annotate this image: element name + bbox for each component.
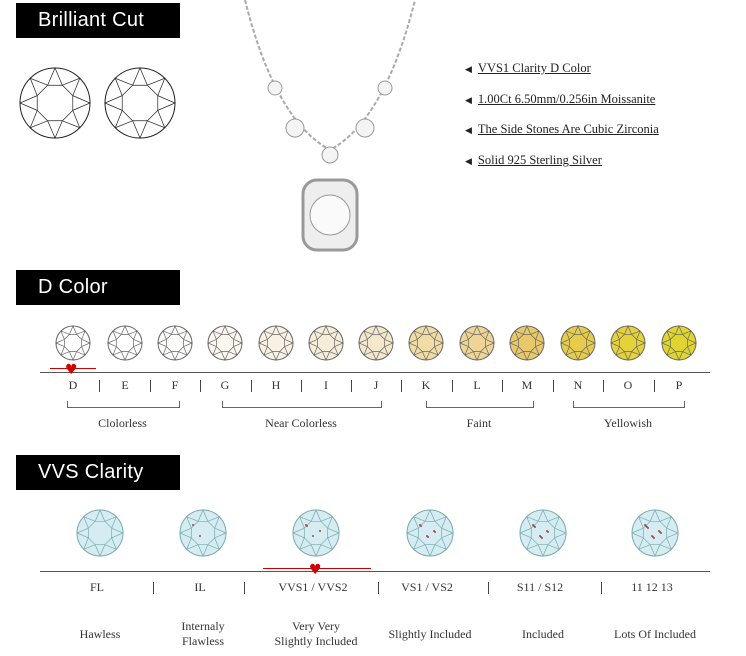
feature-text: Solid 925 Sterling Silver	[477, 153, 602, 167]
separator	[488, 582, 489, 594]
color-group-label: Faint	[466, 416, 492, 430]
color-grade-F: F	[171, 378, 179, 392]
clarity-stone	[179, 509, 227, 557]
separator	[653, 380, 655, 392]
color-grade-G: G	[220, 378, 230, 392]
selected-heart-icon: ♥	[65, 362, 78, 378]
feature-text: 1.00Ct 6.50mm/0.256in Moissanite	[477, 92, 656, 106]
color-stone-P	[661, 325, 697, 361]
feature-item: ◀ The Side Stones Are Cubic Zirconia	[465, 122, 659, 137]
feature-text: VVS1 Clarity D Color	[477, 61, 591, 75]
color-grade-J: J	[373, 378, 379, 392]
selected-marker-line	[50, 368, 96, 369]
separator	[244, 582, 245, 594]
separator	[150, 380, 151, 392]
separator	[502, 380, 503, 392]
color-grade-H: H	[271, 378, 281, 392]
color-stone-M	[509, 325, 545, 361]
diamond-top-view-icon	[19, 67, 91, 139]
diamond-bottom-view-icon	[104, 67, 176, 139]
group-bracket	[573, 401, 685, 408]
color-stone-L	[459, 325, 495, 361]
group-bracket	[67, 401, 180, 408]
left-triangle-icon: ◀	[465, 95, 472, 105]
color-stone-K	[408, 325, 444, 361]
color-scale-line	[40, 372, 710, 373]
brilliant-cut-diagrams	[19, 67, 176, 139]
clarity-grade: IL	[194, 580, 206, 594]
separator	[603, 380, 604, 392]
color-stone-F	[157, 325, 193, 361]
separator	[351, 380, 352, 392]
color-stone-H	[258, 325, 294, 361]
clarity-description: Internaly	[181, 619, 225, 633]
group-bracket	[222, 401, 382, 408]
color-stone-D	[55, 325, 91, 361]
clarity-grade: VVS1 / VVS2	[278, 580, 348, 594]
clarity-description: Flawless	[182, 634, 224, 648]
left-triangle-icon: ◀	[465, 64, 472, 74]
separator	[301, 380, 302, 392]
brilliant-cut-banner: Brilliant Cut	[16, 3, 180, 38]
clarity-grade: FL	[89, 580, 105, 594]
clarity-stone	[631, 509, 679, 557]
color-stone-O	[610, 325, 646, 361]
separator	[378, 582, 379, 594]
color-stone-G	[207, 325, 243, 361]
group-bracket	[426, 401, 534, 408]
separator	[99, 380, 100, 392]
clarity-description: Hawless	[79, 627, 121, 641]
separator	[601, 582, 602, 594]
clarity-description: Slightly Included	[274, 634, 358, 648]
color-grade-L: L	[473, 378, 481, 392]
d-color-banner: D Color	[16, 270, 180, 305]
clarity-stone	[519, 509, 567, 557]
left-triangle-icon: ◀	[465, 156, 472, 166]
color-group-label: Yellowish	[603, 416, 653, 430]
separator	[451, 380, 453, 392]
left-triangle-icon: ◀	[465, 125, 472, 135]
clarity-grade: VS1 / VS2	[401, 580, 453, 594]
clarity-stone	[406, 509, 454, 557]
color-grade-O: O	[623, 378, 633, 392]
feature-item: ◀ VVS1 Clarity D Color	[465, 61, 591, 76]
feature-item: ◀ Solid 925 Sterling Silver	[465, 153, 602, 168]
clarity-description: Lots Of Included	[614, 627, 696, 641]
color-grade-I: I	[324, 378, 328, 392]
color-stone-E	[107, 325, 143, 361]
clarity-grade: 11 12 13	[631, 580, 673, 594]
color-grade-N: N	[573, 378, 583, 392]
color-grade-D: D	[68, 378, 78, 392]
color-grade-K: K	[421, 378, 431, 392]
selected-marker-line	[263, 568, 371, 569]
color-stone-I	[308, 325, 344, 361]
color-group-label: Near Colorless	[265, 416, 337, 430]
feature-item: ◀ 1.00Ct 6.50mm/0.256in Moissanite	[465, 92, 655, 107]
clarity-description: Slightly Included	[388, 627, 472, 641]
necklace-image	[244, 0, 416, 252]
clarity-grade: S11 / S12	[516, 580, 564, 594]
clarity-description: Included	[522, 627, 564, 641]
feature-text: The Side Stones Are Cubic Zirconia	[477, 122, 659, 136]
separator	[552, 380, 554, 392]
vvs-clarity-banner: VVS Clarity	[16, 455, 180, 490]
clarity-scale-line	[40, 571, 710, 572]
separator	[401, 380, 402, 392]
color-grade-E: E	[121, 378, 129, 392]
clarity-stone	[76, 509, 124, 557]
clarity-stone	[292, 509, 340, 557]
color-stone-J	[358, 325, 394, 361]
separator	[153, 582, 154, 594]
clarity-description: Very Very	[291, 619, 341, 633]
color-grade-M: M	[521, 378, 533, 392]
selected-heart-icon: ♥	[309, 562, 322, 578]
separator	[200, 380, 201, 392]
color-stone-N	[560, 325, 596, 361]
separator	[250, 380, 252, 392]
color-grade-P: P	[675, 378, 683, 392]
color-group-label: Clolorless	[98, 416, 147, 430]
